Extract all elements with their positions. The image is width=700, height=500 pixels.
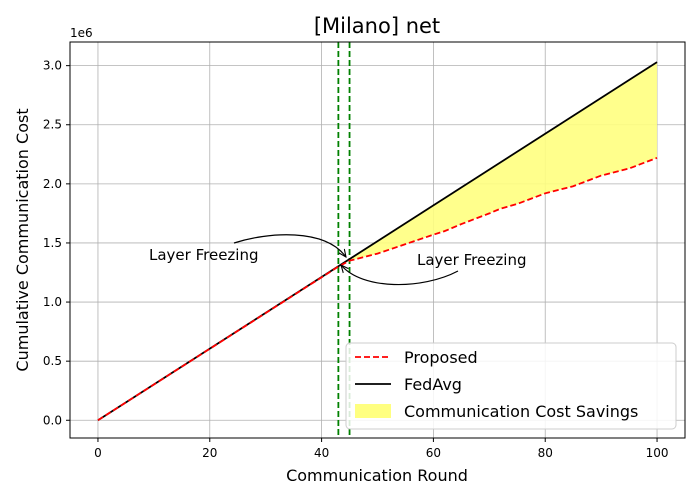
x-axis-ticks: 0 20 40 60 80 100: [94, 438, 668, 460]
x-tick-label: 20: [202, 446, 217, 460]
y-axis-ticks: 0.0 0.5 1.0 1.5 2.0 2.5 3.0: [43, 59, 70, 427]
annotation-label-2: Layer Freezing: [417, 251, 527, 269]
legend-label-proposed: Proposed: [404, 348, 478, 367]
y-tick-label: 3.0: [43, 59, 62, 73]
y-tick-label: 2.5: [43, 118, 62, 132]
y-tick-label: 0.0: [43, 413, 62, 427]
annotation-label-1: Layer Freezing: [149, 246, 259, 264]
x-tick-label: 80: [538, 446, 553, 460]
annotations: Layer Freezing Layer Freezing: [149, 234, 527, 286]
y-axis-label: Cumulative Communication Cost: [13, 108, 32, 371]
legend-box: [345, 342, 677, 430]
x-tick-label: 60: [426, 446, 441, 460]
chart-title: [Milano] net: [314, 14, 440, 38]
legend-swatch-savings: [355, 404, 391, 418]
x-axis-label: Communication Round: [286, 466, 468, 485]
x-tick-label: 0: [94, 446, 102, 460]
legend: Proposed FedAvg Communication Cost Savin…: [345, 342, 677, 430]
y-scale-label: 1e6: [70, 26, 93, 40]
legend-label-savings: Communication Cost Savings: [404, 402, 638, 421]
y-tick-label: 1.0: [43, 295, 62, 309]
legend-label-fedavg: FedAvg: [404, 375, 462, 394]
x-tick-label: 100: [646, 446, 669, 460]
plot-frame: [69, 41, 686, 439]
annotation-arrow-2: [341, 265, 459, 286]
x-tick-label: 40: [314, 446, 329, 460]
y-tick-label: 1.5: [43, 236, 62, 250]
y-tick-label: 0.5: [43, 354, 62, 368]
annotation-arrow-1: [233, 234, 346, 257]
y-tick-label: 2.0: [43, 177, 62, 191]
series-lines: [97, 61, 658, 422]
